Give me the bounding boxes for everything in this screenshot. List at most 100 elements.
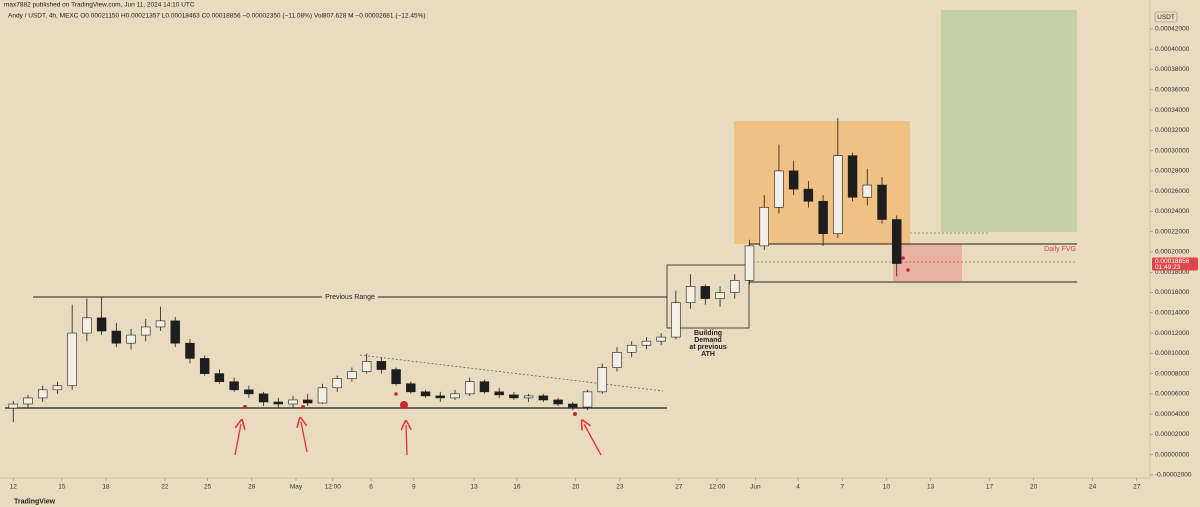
candle-body (141, 326, 151, 336)
candle-body (833, 155, 843, 235)
y-tick-label: 0.00026000 (1155, 188, 1190, 195)
candle-body (494, 391, 504, 396)
candles (8, 118, 902, 423)
y-tick-label: 0.00028000 (1155, 168, 1190, 175)
candle-body (67, 332, 77, 387)
y-tick-label: 0.00004000 (1155, 411, 1190, 418)
x-tick-label: May (290, 484, 303, 491)
currency-badge (1154, 11, 1178, 23)
fvg-box (893, 244, 962, 281)
candle-body (391, 369, 401, 385)
candle-body (303, 399, 313, 404)
brand: TradingView (14, 498, 56, 505)
y-tick-label: 0.00038000 (1155, 66, 1190, 73)
candle-body (170, 320, 180, 344)
candle-body (96, 317, 107, 332)
x-tick-label: 27 (675, 484, 683, 491)
candle-body (82, 317, 92, 334)
x-tick-label: 13 (471, 484, 479, 491)
trend-line (359, 354, 664, 392)
x-tick-label: 13 (927, 484, 935, 491)
legend: Andy / USDT, 4h, MEXC O0.00021150 H0.000… (8, 13, 426, 20)
x-tick-label: 12:00 (709, 484, 726, 491)
x-tick-label: 25 (204, 484, 212, 491)
candle-body (774, 170, 784, 208)
x-tick-label: 4 (796, 484, 800, 491)
arrow (584, 424, 602, 456)
footer (0, 497, 1200, 507)
y-tick-label: 0.00036000 (1155, 86, 1190, 93)
candle-body (862, 184, 873, 198)
candle-body (612, 352, 622, 368)
candle-body (214, 373, 225, 383)
annotation: Previous Range (325, 294, 375, 301)
candle-body (258, 393, 269, 403)
candle-body (126, 334, 136, 344)
y-tick-label: 0.00042000 (1155, 26, 1190, 33)
last-price-tag (1152, 257, 1198, 271)
x-tick-label: 15 (58, 484, 66, 491)
y-tick-label: 0.00016000 (1155, 289, 1190, 296)
y-tick-label: 0.00008000 (1155, 370, 1190, 377)
candle-body (656, 336, 666, 342)
candle-body (229, 381, 239, 391)
y-tick-label: 0.00000000 (1155, 451, 1190, 458)
candle-body (8, 403, 18, 409)
candle-body (685, 286, 696, 303)
signal-dot (906, 268, 910, 272)
candle-body (509, 394, 519, 399)
candle-body (273, 401, 284, 405)
signal-dot (394, 392, 398, 396)
x-tick-label: 10 (883, 484, 891, 491)
candle-body (450, 393, 460, 399)
candle-body (700, 286, 711, 299)
candle-body (553, 399, 563, 405)
candle-body (730, 280, 740, 293)
y-tick-label: 0.00034000 (1155, 107, 1190, 114)
candle-body (244, 389, 254, 395)
candle-body (479, 381, 490, 393)
x-tick-label: 20 (572, 484, 580, 491)
candle-body (420, 391, 431, 397)
candle-body (847, 155, 858, 198)
candle-body (597, 367, 607, 393)
candle-body (317, 387, 328, 404)
annotation: Building (694, 330, 722, 337)
candle-body (155, 320, 166, 328)
candle-body (626, 344, 637, 353)
candle-body (23, 397, 33, 405)
y-tick-label: 0.00032000 (1155, 127, 1190, 134)
y-tick-label: 0.00010000 (1155, 350, 1190, 357)
candle-body (199, 358, 210, 374)
x-tick-label: 28 (248, 484, 256, 491)
y-tick-label: 0.00018000 (1155, 269, 1190, 276)
candle-body (538, 395, 549, 401)
candle-body (803, 188, 814, 202)
label-bg (322, 292, 378, 302)
y-tick-label: 0.00022000 (1155, 228, 1190, 235)
x-tick-label: 16 (513, 484, 521, 491)
y-tick-label: 0.00002000 (1155, 431, 1190, 438)
candle-body (37, 389, 48, 399)
candle-body (406, 383, 416, 393)
x-tick-label: 7 (840, 484, 844, 491)
x-tick-label: 9 (412, 484, 416, 491)
arrow (406, 425, 407, 456)
last-price-label: 0.00018856 (1155, 258, 1190, 265)
y-tick-label: 0.00014000 (1155, 309, 1190, 316)
annotation: at previous (689, 344, 726, 351)
candle-body (465, 381, 475, 395)
x-tick-label: 22 (161, 484, 169, 491)
signal-dot (573, 412, 577, 416)
y-tick-label: 0.00040000 (1155, 46, 1190, 53)
countdown-label: 01:49:23 (1155, 264, 1181, 271)
axes: 0.00042000 0.00040000 0.00038000 0.00036000… (10, 26, 1198, 491)
candle-body (715, 292, 725, 299)
signal-dot (243, 405, 247, 409)
x-tick-label: 6 (369, 484, 373, 491)
x-tick-label: 18 (102, 484, 110, 491)
target-zone (941, 10, 1077, 232)
y-tick-label: 0.00030000 (1155, 147, 1190, 154)
y-tick-label: 0.00024000 (1155, 208, 1190, 215)
